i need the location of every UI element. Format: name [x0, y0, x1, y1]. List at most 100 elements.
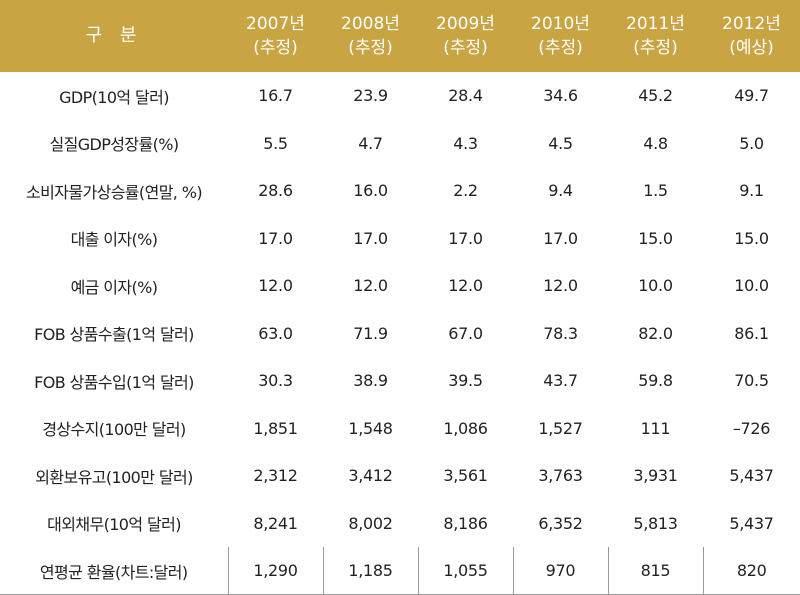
table-cell: 39.5: [448, 371, 483, 391]
table-cell: 4.7: [358, 133, 383, 153]
table-cell: 30.3: [258, 371, 293, 391]
table-cell: 815: [608, 547, 704, 595]
table-cell: 5.0: [739, 133, 764, 153]
header-year: 2009년: [436, 14, 495, 34]
table-row: 경상수지(100만 달러) 1,851 1,548 1,086 1,527 11…: [0, 405, 800, 453]
table-cell: 67.0: [448, 323, 483, 343]
row-label: GDP(10억 달러): [59, 87, 169, 107]
header-year: 2010년: [531, 14, 590, 34]
row-label: 예금 이자(%): [70, 277, 158, 297]
table-cell: 5,437: [729, 466, 774, 486]
table-body: GDP(10억 달러) 16.7 23.9 28.4 34.6 45.2 49.…: [0, 72, 800, 595]
table-cell: 15.0: [734, 228, 769, 248]
table-cell: 28.6: [258, 181, 293, 201]
table-cell: 38.9: [353, 371, 388, 391]
row-label: 소비자물가상승률(연말, %): [25, 182, 203, 202]
table-cell: 1,548: [348, 418, 393, 438]
table-cell: 15.0: [638, 228, 673, 248]
table-cell: 8,241: [253, 513, 298, 533]
header-row: 구 분 2007년 (추정) 2008년 (추정) 2009년 (추정) 201…: [0, 0, 800, 72]
table-row: GDP(10억 달러) 16.7 23.9 28.4 34.6 45.2 49.…: [0, 72, 800, 120]
table-cell: 78.3: [543, 323, 578, 343]
row-label: 대외채무(10억 달러): [47, 515, 181, 535]
table-row: 외환보유고(100만 달러) 2,312 3,412 3,561 3,763 3…: [0, 452, 800, 500]
table-cell: 63.0: [258, 323, 293, 343]
table-cell: 9.4: [548, 181, 573, 201]
header-label: 구 분: [0, 0, 228, 72]
table-cell: 71.9: [353, 323, 388, 343]
header-year: 2012년: [722, 14, 781, 34]
table-row: 실질GDP성장률(%) 5.5 4.7 4.3 4.5 4.8 5.0: [0, 120, 800, 168]
table-cell: 1.5: [643, 181, 668, 201]
table-cell: 10.0: [638, 276, 673, 296]
table-cell: 1,527: [538, 418, 583, 438]
table-header: 구 분 2007년 (추정) 2008년 (추정) 2009년 (추정) 201…: [0, 0, 800, 72]
row-label: 외환보유고(100만 달러): [35, 467, 193, 487]
table-cell: 2.2: [453, 181, 478, 201]
row-label: FOB 상품수출(1억 달러): [34, 325, 194, 345]
table-cell: 12.0: [543, 276, 578, 296]
row-label: FOB 상품수입(1억 달러): [34, 372, 194, 392]
row-label: 대출 이자(%): [70, 230, 158, 250]
table-cell: 82.0: [638, 323, 673, 343]
header-year-2011: 2011년 (추정): [608, 0, 703, 72]
table-cell: 3,763: [538, 466, 583, 486]
table-cell: 4.5: [548, 133, 573, 153]
row-label: 경상수지(100만 달러): [42, 420, 186, 440]
table-cell: 6,352: [538, 513, 583, 533]
header-year-2012: 2012년 (예상): [703, 0, 800, 72]
table-cell: 70.5: [734, 371, 769, 391]
table-cell: 1,290: [228, 547, 324, 595]
table-cell: 49.7: [734, 86, 769, 106]
table-cell: 3,561: [443, 466, 488, 486]
table-cell: 8,002: [348, 513, 393, 533]
table-cell: 12.0: [258, 276, 293, 296]
header-note: (추정): [348, 38, 393, 58]
header-year-2007: 2007년 (추정): [228, 0, 323, 72]
table-row: 소비자물가상승률(연말, %) 28.6 16.0 2.2 9.4 1.5 9.…: [0, 167, 800, 215]
table-cell: 12.0: [353, 276, 388, 296]
header-year-2010: 2010년 (추정): [513, 0, 608, 72]
table-cell: 17.0: [543, 228, 578, 248]
header-note: (추정): [633, 38, 678, 58]
table-cell: –726: [732, 418, 771, 438]
row-label: 연평균 환율(차트:달러): [0, 547, 229, 595]
table-cell: 28.4: [448, 86, 483, 106]
table-cell: 10.0: [734, 276, 769, 296]
table-cell: 12.0: [448, 276, 483, 296]
table-row: 예금 이자(%) 12.0 12.0 12.0 12.0 10.0 10.0: [0, 262, 800, 310]
header-note: (추정): [538, 38, 583, 58]
table-cell: 970: [513, 547, 609, 595]
table-cell: 17.0: [258, 228, 293, 248]
table-cell: 16.7: [258, 86, 293, 106]
table-cell: 59.8: [638, 371, 673, 391]
table-row: 대외채무(10억 달러) 8,241 8,002 8,186 6,352 5,8…: [0, 500, 800, 548]
table-cell: 45.2: [638, 86, 673, 106]
table-row: 대출 이자(%) 17.0 17.0 17.0 17.0 15.0 15.0: [0, 215, 800, 263]
table-cell: 1,851: [253, 418, 298, 438]
header-year-2009: 2009년 (추정): [418, 0, 513, 72]
table-cell: 43.7: [543, 371, 578, 391]
table-cell: 111: [640, 418, 671, 438]
table-cell: 17.0: [353, 228, 388, 248]
header-note: (예상): [729, 38, 774, 58]
table-cell: 5.5: [263, 133, 288, 153]
table-cell: 5,437: [729, 513, 774, 533]
table-cell: 3,931: [633, 466, 678, 486]
table-cell: 16.0: [353, 181, 388, 201]
header-note: (추정): [443, 38, 488, 58]
header-year: 2011년: [626, 14, 685, 34]
table-row: 연평균 환율(차트:달러) 1,290 1,185 1,055 970 815 …: [0, 547, 800, 595]
table-cell: 2,312: [253, 466, 298, 486]
table-cell: 1,055: [418, 547, 514, 595]
table-cell: 9.1: [739, 181, 764, 201]
table-cell: 23.9: [353, 86, 388, 106]
table-cell: 34.6: [543, 86, 578, 106]
table-cell: 1,086: [443, 418, 488, 438]
header-note: (추정): [253, 38, 298, 58]
table-cell: 4.8: [643, 133, 668, 153]
header-year: 2008년: [341, 14, 400, 34]
table-cell: 17.0: [448, 228, 483, 248]
table-cell: 3,412: [348, 466, 393, 486]
